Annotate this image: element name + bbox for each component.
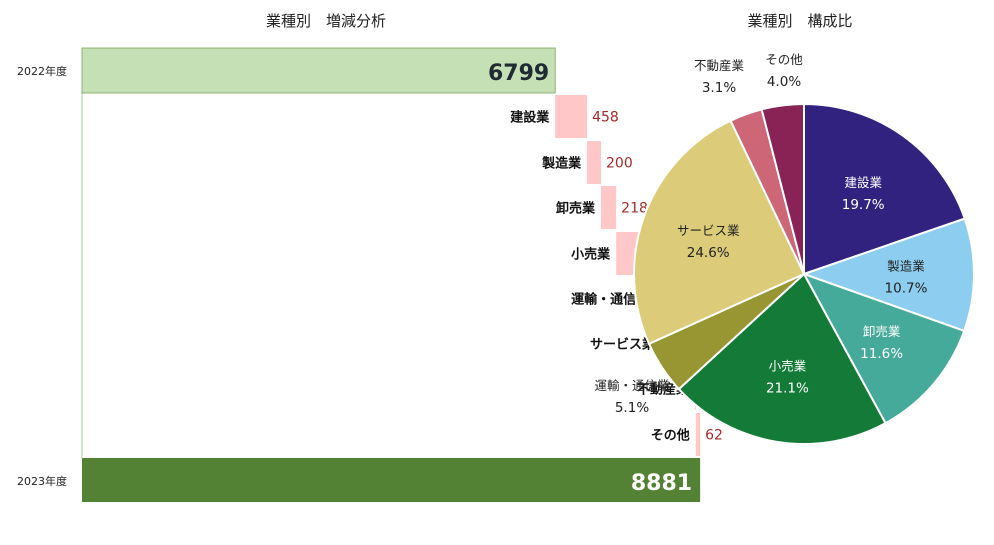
increase-bar bbox=[587, 141, 602, 184]
pie-chart: 建設業 19.7% 製造業 10.7% 卸売業 11.6% 小売業 21.1% 運輸・通信業 5.… bbox=[594, 52, 975, 445]
slice-category-label: 建設業 bbox=[844, 175, 882, 190]
category-label: 運輸・通信業 bbox=[571, 292, 650, 308]
pie-slice bbox=[801, 272, 966, 425]
slice-value-label: 3.1% bbox=[702, 80, 736, 96]
slice-category-label: 小売業 bbox=[769, 359, 807, 374]
slice-value-label: 11.6% bbox=[860, 346, 903, 362]
slice-value-label: 21.1% bbox=[766, 381, 809, 397]
slice-value-label: 19.7% bbox=[842, 197, 885, 213]
increase-value: 62 bbox=[705, 428, 723, 444]
slice-value-label: 4.0% bbox=[767, 74, 801, 90]
slice-category-label: 卸売業 bbox=[863, 324, 901, 339]
slice-category-label: 運輸・通信業 bbox=[594, 378, 670, 393]
start-label: 2022年度 bbox=[17, 64, 67, 78]
slice-category-label: 不動産業 bbox=[694, 58, 745, 73]
category-label: 製造業 bbox=[541, 156, 582, 172]
start-value: 6799 bbox=[488, 61, 549, 86]
waterfall-chart: 2022年度6799建設業458製造業200卸売業218小売業559運輸・通信業… bbox=[17, 47, 727, 502]
slice-value-label: 10.7% bbox=[885, 281, 928, 297]
increase-value: 218 bbox=[621, 201, 648, 217]
category-label: 建設業 bbox=[510, 110, 550, 126]
increase-value: 458 bbox=[592, 110, 619, 126]
start-bar bbox=[81, 47, 556, 94]
category-label: サービス業 bbox=[590, 337, 656, 353]
pie-slice bbox=[800, 217, 975, 333]
increase-value: 200 bbox=[606, 156, 633, 172]
pie-slice bbox=[760, 102, 805, 275]
waterfall-title: 業種別 増減分析 bbox=[266, 12, 386, 30]
increase-bar bbox=[601, 186, 617, 229]
slice-value-label: 5.1% bbox=[615, 400, 649, 416]
end-value: 8881 bbox=[631, 471, 692, 496]
slice-value-label: 24.6% bbox=[687, 245, 730, 261]
pie-slice bbox=[677, 272, 887, 445]
end-label: 2023年度 bbox=[17, 474, 67, 488]
category-label: 卸売業 bbox=[556, 201, 596, 217]
category-label: その他 bbox=[651, 428, 690, 444]
end-bar bbox=[82, 458, 701, 502]
pie-title: 業種別 構成比 bbox=[747, 12, 852, 30]
pie-slice bbox=[633, 119, 806, 346]
category-label: 小売業 bbox=[571, 247, 611, 263]
increase-bar bbox=[695, 413, 701, 456]
slice-category-label: 製造業 bbox=[887, 259, 925, 274]
increase-bar bbox=[555, 95, 588, 138]
slice-category-label: その他 bbox=[765, 52, 803, 67]
slice-category-label: サービス業 bbox=[677, 223, 740, 238]
